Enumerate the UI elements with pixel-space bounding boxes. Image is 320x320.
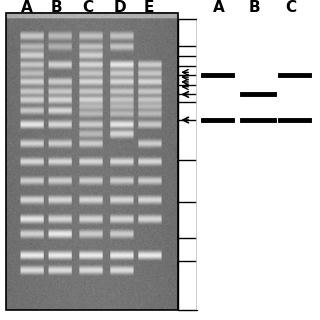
Text: A: A [21, 1, 33, 15]
Text: B: B [249, 1, 260, 15]
Text: B: B [50, 1, 62, 15]
Bar [6, 13, 178, 310]
Bar [197, 19, 320, 310]
Text: D: D [114, 1, 126, 15]
Bar [178, 19, 197, 310]
Text: E: E [144, 1, 154, 15]
Text: A: A [213, 1, 225, 15]
Text: C: C [286, 1, 297, 15]
Text: C: C [83, 1, 93, 15]
